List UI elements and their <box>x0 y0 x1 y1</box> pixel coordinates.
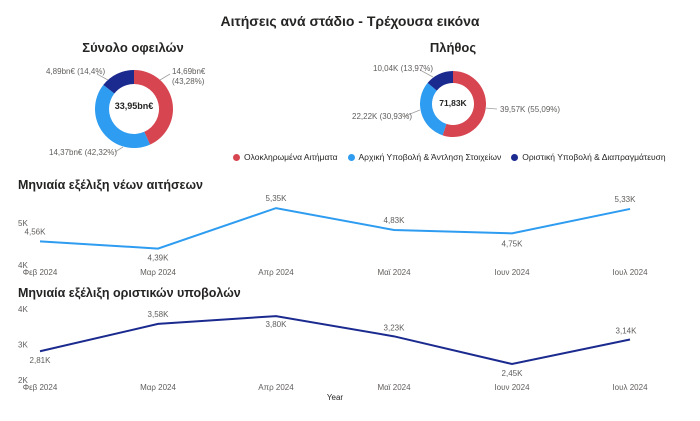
data-label: 4,83K <box>384 216 406 225</box>
y-tick-label: 2K <box>18 376 28 385</box>
donut-slice-2[interactable] <box>103 70 134 94</box>
x-tick-label: Ιουλ 2024 <box>612 383 648 392</box>
y-tick-label: 4K <box>18 305 28 314</box>
legend-dot-final <box>511 153 519 161</box>
legend: Ολοκληρωμένα Αιτήματα Αρχική Υποβολή & Ά… <box>233 152 666 162</box>
x-tick-label: Φεβ 2024 <box>23 268 58 277</box>
y-tick-label: 3K <box>18 341 28 350</box>
x-tick-label: Ιουν 2024 <box>494 383 530 392</box>
series-line[interactable] <box>39 315 631 366</box>
donut-count-label-completed: 39,57K (55,09%) <box>500 105 561 114</box>
x-tick-label: Φεβ 2024 <box>23 383 58 392</box>
donut-total-debt <box>95 70 173 148</box>
donut-count-label-initial: 22,22K (30,93%) <box>352 112 413 121</box>
legend-dot-completed <box>233 153 240 161</box>
x-tick-label: Μαρ 2024 <box>140 383 176 392</box>
donut-slice-2[interactable] <box>427 71 453 91</box>
series-line[interactable] <box>39 207 631 250</box>
donut-total-label-initial: 14,37bn€ (42,32%) <box>49 148 118 157</box>
data-label: 3,80K <box>266 320 288 329</box>
data-label: 3,23K <box>384 323 406 332</box>
x-tick-label: Ιουλ 2024 <box>612 268 648 277</box>
data-label: 5,35K <box>266 194 288 203</box>
donut-total-title: Σύνολο οφειλών <box>82 40 184 55</box>
line-new-title: Μηνιαία εξέλιξη νέων αιτήσεων <box>18 178 203 192</box>
data-label: 2,45K <box>502 369 524 378</box>
donut-count <box>419 71 486 137</box>
y-tick-label: 5K <box>18 219 28 228</box>
donut-count-title: Πλήθος <box>429 40 477 55</box>
legend-label: Αρχική Υποβολή & Άντληση Στοιχείων <box>358 152 502 162</box>
legend-item-final[interactable]: Οριστική Υποβολή & Διαπραγμάτευση <box>511 152 666 162</box>
x-tick-label: Μαϊ 2024 <box>377 268 411 277</box>
donut-total-label-final: 4,89bn€ (14,4%) <box>46 67 106 76</box>
donut-count-center: 71,83K <box>439 98 467 108</box>
x-axis-label: Year <box>327 393 344 402</box>
donut-slice-1[interactable] <box>419 82 447 136</box>
x-tick-label: Μαρ 2024 <box>140 268 176 277</box>
donut-total-label-completed-2: (43,28%) <box>172 77 205 86</box>
x-tick-label: Ιουν 2024 <box>494 268 530 277</box>
x-tick-label: Απρ 2024 <box>258 268 294 277</box>
legend-dot-initial <box>347 153 355 161</box>
donut-count-label-final: 10,04K (13,97%) <box>373 64 434 73</box>
line-chart-final-submissions: 2K 3K 4K Φεβ 2024 Μαρ 2024 Απρ 2024 Μαϊ 2024 Ιο… <box>18 305 648 402</box>
y-tick-label: 4K <box>18 261 28 270</box>
data-label: 2,81K <box>30 356 52 365</box>
x-tick-label: Μαϊ 2024 <box>377 383 411 392</box>
donut-slice-0[interactable] <box>134 70 173 145</box>
data-label: 4,75K <box>502 239 524 248</box>
legend-item-initial[interactable]: Αρχική Υποβολή & Άντληση Στοιχείων <box>347 152 502 162</box>
data-label: 4,56K <box>25 227 47 236</box>
line-final-title: Μηνιαία εξέλιξη οριστικών υποβολών <box>18 286 241 300</box>
data-label: 4,39K <box>148 254 170 263</box>
data-label: 3,14K <box>616 327 638 336</box>
donut-slice-1[interactable] <box>95 84 151 148</box>
legend-label: Οριστική Υποβολή & Διαπραγμάτευση <box>522 152 666 162</box>
data-label: 5,33K <box>615 195 637 204</box>
donut-total-label-completed-1: 14,69bn€ <box>172 67 206 76</box>
data-label: 3,58K <box>148 310 170 319</box>
x-tick-label: Απρ 2024 <box>258 383 294 392</box>
donut-slice-0[interactable] <box>442 71 486 137</box>
legend-item-completed[interactable]: Ολοκληρωμένα Αιτήματα <box>233 152 338 162</box>
donut-total-center: 33,95bn€ <box>114 101 154 111</box>
donut-leader-lines <box>96 69 498 153</box>
line-chart-new-requests: 4K 5K Φεβ 2024 Μαρ 2024 Απρ 2024 Μαϊ 2024 Ιουν… <box>18 194 648 277</box>
page-title: Αιτήσεις ανά στάδιο - Τρέχουσα εικόνα <box>220 13 480 29</box>
legend-label: Ολοκληρωμένα Αιτήματα <box>244 152 338 162</box>
